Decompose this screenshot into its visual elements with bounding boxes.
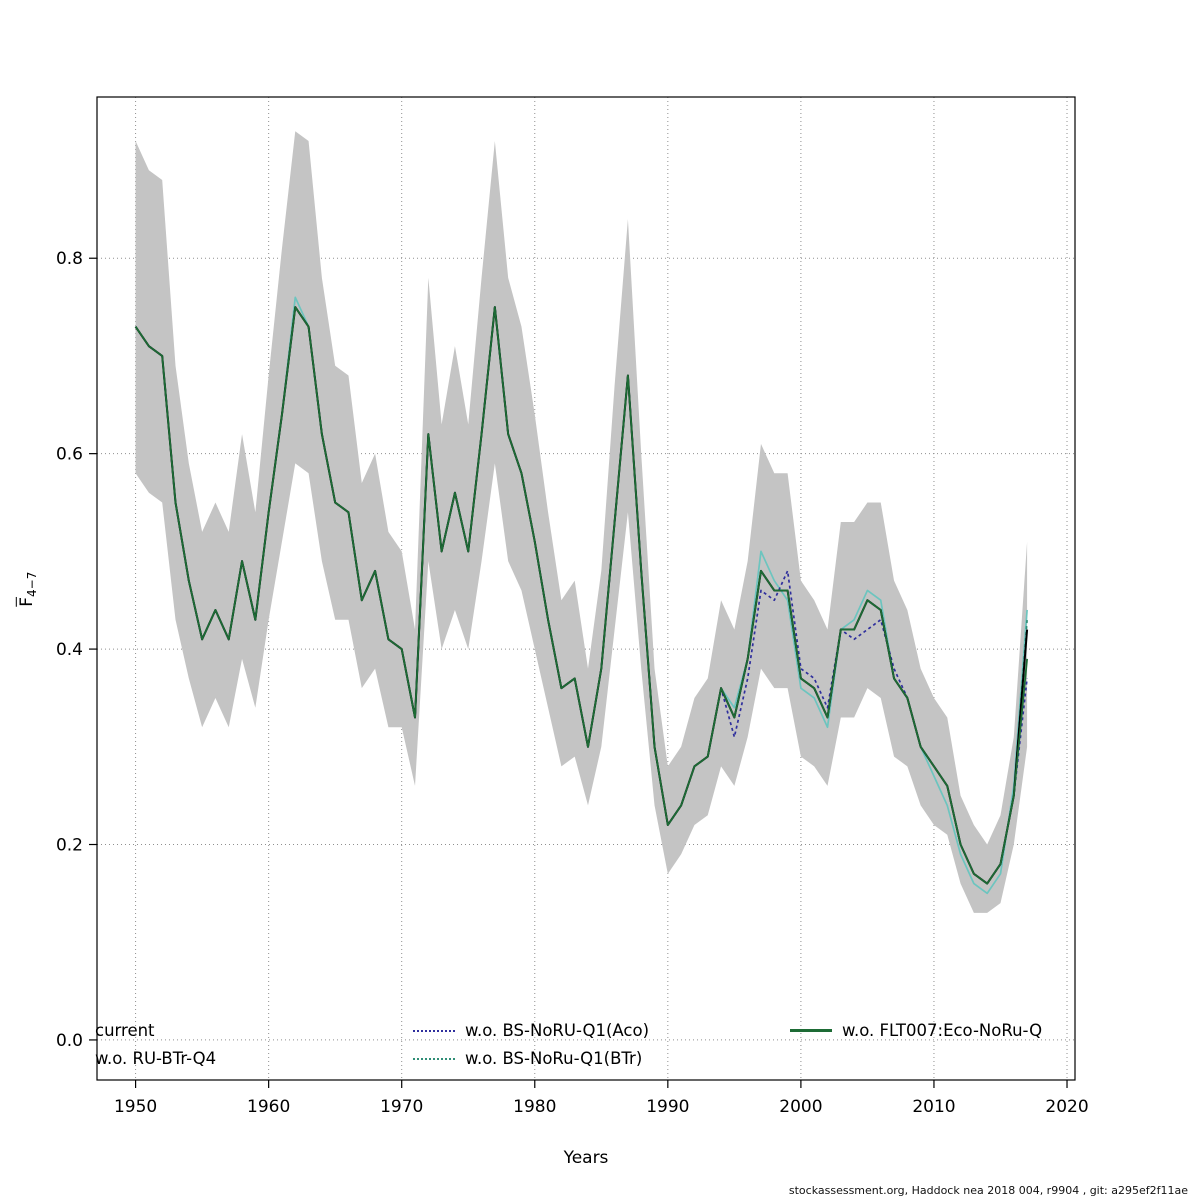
legend-item-current: current (95, 1021, 155, 1040)
y-tick-label: 0.6 (56, 445, 83, 465)
x-tick-label: 2020 (1045, 1097, 1088, 1117)
legend-item-bs-noru-q1-btr: w.o. BS-NoRu-Q1(BTr) (413, 1049, 642, 1068)
legend-sample-line-icon (413, 1057, 455, 1060)
legend-label-current: current (95, 1021, 155, 1040)
plot-border (96, 96, 1076, 1081)
x-tick-label: 2000 (779, 1097, 822, 1117)
x-tick-label: 1980 (513, 1097, 556, 1117)
x-tick-label: 1960 (247, 1097, 290, 1117)
x-tick-label: 2010 (912, 1097, 955, 1117)
footer-attribution: stockassessment.org, Haddock nea 2018 00… (788, 1184, 1188, 1197)
y-axis-label-sub: 4−7 (25, 571, 40, 597)
confidence-band (135, 131, 1028, 913)
y-tick-label: 0.2 (56, 836, 83, 856)
legend-label-bs-noru-q1-btr: w.o. BS-NoRu-Q1(BTr) (465, 1049, 643, 1068)
legend-item-ru-btr-q4: w.o. RU-BTr-Q4 (95, 1049, 216, 1068)
x-tick-label: 1950 (114, 1097, 157, 1117)
y-axis-label-main: F (16, 596, 37, 607)
legend-label-ru-btr-q4: w.o. RU-BTr-Q4 (95, 1049, 217, 1068)
legend-sample-line-icon (413, 1029, 455, 1032)
x-tick-label: 1970 (380, 1097, 423, 1117)
x-axis-label: Years (563, 1148, 609, 1168)
y-axis-label: F4−7 (17, 529, 39, 649)
series-line-wo-FLT007-Eco-NoRu-Q (134, 306, 1028, 885)
legend-label-flt007-eco-noru-q: w.o. FLT007:Eco-NoRu-Q (842, 1021, 1043, 1040)
x-tick-label: 1990 (646, 1097, 689, 1117)
legend-item-bs-noru-q1-aco: w.o. BS-NoRU-Q1(Aco) (413, 1021, 649, 1040)
legend-sample-line-icon (790, 1029, 832, 1032)
series-line-wo-BS-NoRU-Q1-Aco (134, 306, 1028, 885)
legend-label-bs-noru-q1-aco: w.o. BS-NoRU-Q1(Aco) (465, 1021, 650, 1040)
legend-item-flt007-eco-noru-q: w.o. FLT007:Eco-NoRu-Q (790, 1021, 1042, 1040)
y-tick-label: 0.0 (56, 1031, 83, 1051)
y-tick-label: 0.8 (56, 249, 83, 269)
y-tick-label: 0.4 (56, 640, 83, 660)
